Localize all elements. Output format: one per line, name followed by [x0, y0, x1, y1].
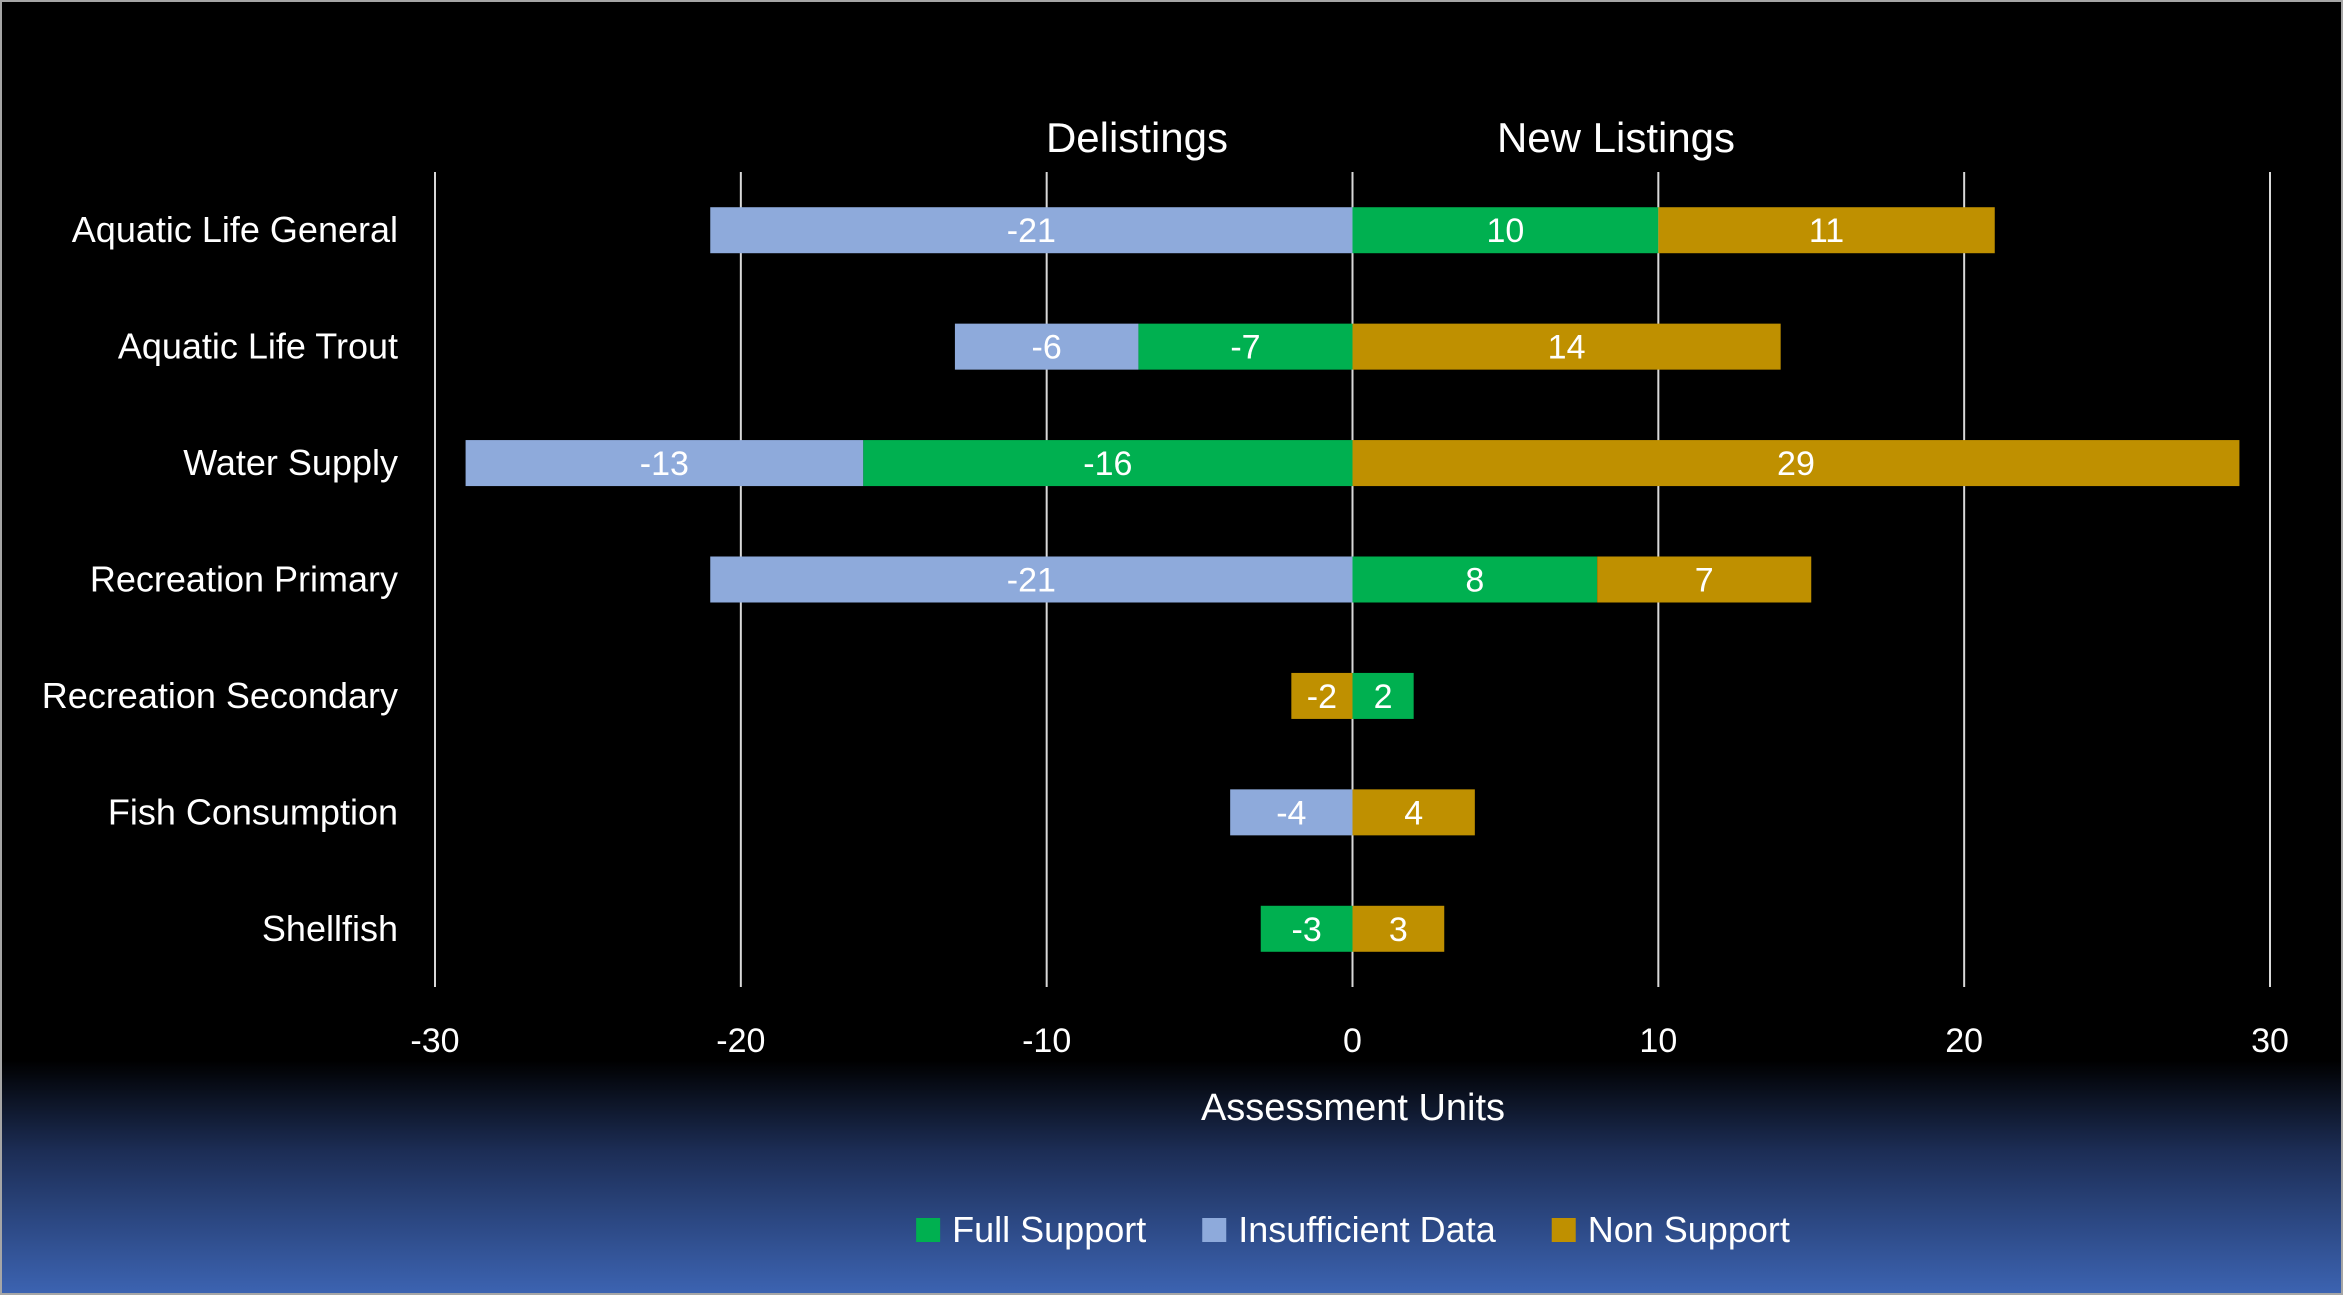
- bar-recreation-primary-insufficient-data: [710, 556, 1353, 603]
- category-label-fish-consumption: Fish Consumption: [108, 791, 398, 832]
- data-label-aquatic-life-trout-non-support: 14: [1548, 329, 1586, 367]
- x-axis-title: Assessment Units: [1201, 1087, 1505, 1129]
- data-label-recreation-primary-non-support: 7: [1695, 562, 1714, 600]
- bar-aquatic-life-trout-non-support: [1352, 323, 1781, 370]
- data-label-fish-consumption-non-support: 4: [1404, 794, 1423, 832]
- data-label-shellfish-full-support: -3: [1292, 911, 1322, 949]
- category-label-water-supply: Water Supply: [183, 442, 398, 483]
- x-tick-label: 10: [1639, 1022, 1677, 1060]
- data-label-recreation-primary-full-support: 8: [1465, 562, 1484, 600]
- labels: Delistings New Listings Assessment Units…: [42, 114, 2289, 1129]
- legend: Full Support Insufficient Data Non Support: [916, 1209, 1790, 1250]
- data-label-water-supply-insufficient-data: -13: [640, 445, 689, 483]
- bar-shellfish-full-support: [1260, 905, 1353, 952]
- legend-label-full-support: Full Support: [952, 1209, 1146, 1250]
- legend-label-insufficient-data: Insufficient Data: [1238, 1209, 1496, 1250]
- data-label-water-supply-non-support: 29: [1777, 445, 1815, 483]
- category-label-shellfish: Shellfish: [262, 908, 398, 949]
- category-label-aquatic-life-trout: Aquatic Life Trout: [118, 326, 398, 367]
- x-tick-label: 0: [1343, 1022, 1362, 1060]
- category-label-recreation-secondary: Recreation Secondary: [42, 675, 398, 716]
- bar-fish-consumption-insufficient-data: [1230, 789, 1353, 836]
- bar-aquatic-life-trout-full-support: [1138, 323, 1353, 370]
- legend-swatch-full-support: [916, 1218, 941, 1242]
- delistings-header: Delistings: [1046, 114, 1228, 161]
- data-label-aquatic-life-general-non-support: 11: [1809, 212, 1844, 250]
- bar-recreation-secondary-full-support: [1352, 672, 1414, 719]
- data-label-fish-consumption-insufficient-data: -4: [1276, 794, 1306, 832]
- category-label-recreation-primary: Recreation Primary: [90, 559, 398, 600]
- x-tick-label: 20: [1945, 1022, 1983, 1060]
- bar-aquatic-life-general-non-support: [1658, 207, 1995, 254]
- x-tick-label: 30: [2251, 1022, 2289, 1060]
- bar-aquatic-life-general-insufficient-data: [710, 207, 1353, 254]
- x-tick-label: -10: [1022, 1022, 1071, 1060]
- legend-label-non-support: Non Support: [1588, 1209, 1790, 1250]
- bar-fish-consumption-non-support: [1352, 789, 1475, 836]
- bars: [465, 207, 2240, 952]
- data-label-aquatic-life-trout-full-support: -7: [1230, 329, 1260, 367]
- bar-recreation-secondary-non-support: [1291, 672, 1353, 719]
- bar-water-supply-non-support: [1352, 440, 2240, 487]
- data-label-shellfish-non-support: 3: [1389, 911, 1408, 949]
- x-tick-label: -20: [716, 1022, 765, 1060]
- bar-recreation-primary-full-support: [1352, 556, 1598, 603]
- bar-water-supply-insufficient-data: [465, 440, 864, 487]
- bar-recreation-primary-non-support: [1597, 556, 1812, 603]
- data-label-recreation-secondary-full-support: 2: [1374, 678, 1393, 716]
- data-label-recreation-primary-insufficient-data: -21: [1007, 562, 1056, 600]
- legend-swatch-non-support: [1551, 1218, 1576, 1242]
- data-label-water-supply-full-support: -16: [1083, 445, 1132, 483]
- bar-aquatic-life-general-full-support: [1352, 207, 1659, 254]
- data-label-aquatic-life-general-insufficient-data: -21: [1007, 212, 1056, 250]
- data-label-aquatic-life-general-full-support: 10: [1487, 212, 1525, 250]
- data-label-recreation-secondary-non-support: -2: [1307, 678, 1337, 716]
- x-tick-label: -30: [410, 1022, 459, 1060]
- bar-aquatic-life-trout-insufficient-data: [954, 323, 1139, 370]
- legend-swatch-insufficient-data: [1202, 1218, 1227, 1242]
- new-listings-header: New Listings: [1497, 114, 1735, 161]
- data-label-aquatic-life-trout-insufficient-data: -6: [1032, 329, 1062, 367]
- category-label-aquatic-life-general: Aquatic Life General: [72, 209, 398, 250]
- bar-water-supply-full-support: [863, 440, 1353, 487]
- bar-shellfish-non-support: [1352, 905, 1445, 952]
